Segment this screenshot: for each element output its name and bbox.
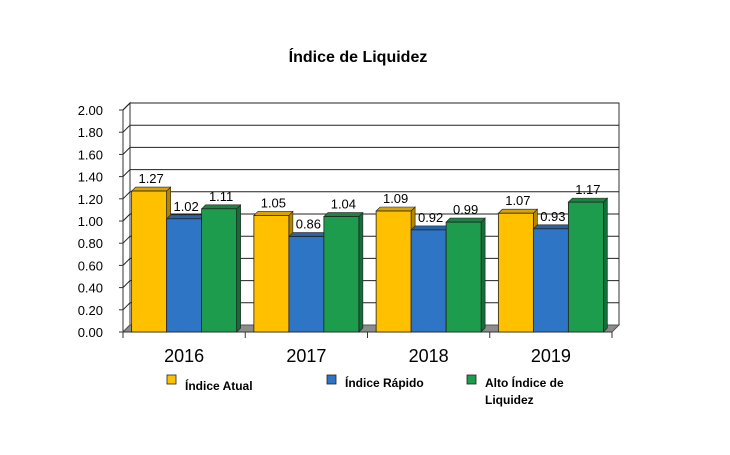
gridline: [122, 102, 619, 111]
gridline: [122, 146, 619, 155]
data-label: 0.86: [296, 217, 321, 232]
gridline: [122, 213, 619, 222]
plot-area: 0.00 0.20 0.40 0.60 0.80 1.00 1.20 1.40 1.60 1.80…: [78, 101, 621, 366]
legend-swatch: [466, 374, 477, 385]
bar-top: [200, 204, 242, 210]
x-tick-label: 2019: [531, 346, 571, 366]
data-label: 1.02: [173, 199, 198, 214]
legend-label: Índice Rápido: [345, 375, 424, 390]
y-tick-label: 1.80: [78, 125, 103, 140]
gridline: [122, 124, 619, 133]
bar: [201, 208, 238, 333]
data-label: 1.07: [505, 193, 530, 208]
bar-top: [375, 206, 416, 212]
y-tick-label: 2.00: [78, 103, 103, 118]
bar: [410, 229, 447, 333]
legend-label: Índice Atual: [185, 378, 253, 393]
x-tick-label: 2017: [286, 346, 326, 366]
bar-top: [567, 197, 609, 203]
bar-side: [358, 211, 364, 333]
chart-title: Índice de Liquidez: [289, 47, 428, 66]
bar: [131, 190, 168, 333]
bar-top: [410, 225, 451, 231]
gridline: [122, 191, 619, 200]
bar-top: [130, 186, 172, 192]
bar-top: [288, 232, 329, 237]
bar: [567, 201, 604, 333]
legend-label: Alto Índice de: [485, 375, 564, 390]
bar: [166, 218, 203, 333]
legend: Índice Atual Índice Rápido Alto Índice de L…: [166, 374, 564, 407]
data-label: 1.05: [261, 195, 286, 210]
gridline: [122, 169, 619, 177]
bar-top: [445, 217, 486, 223]
data-label: 1.17: [575, 182, 600, 197]
bar: [375, 210, 412, 333]
bar-top: [497, 208, 539, 214]
y-tick-label: 1.60: [78, 147, 103, 162]
x-tick-label: 2016: [164, 346, 204, 366]
y-tick-label: 0.80: [78, 236, 103, 251]
y-tick-label: 0.40: [78, 281, 103, 296]
bar-side: [236, 204, 241, 333]
y-tick-label: 1.00: [78, 214, 103, 229]
y-tick-label: 1.40: [78, 170, 103, 185]
bar: [253, 215, 290, 333]
bar-top: [532, 224, 574, 230]
bar-side: [603, 197, 608, 333]
data-label: 0.93: [540, 209, 565, 224]
bar-top: [253, 211, 294, 216]
legend-swatch: [166, 374, 177, 385]
data-label: 1.11: [209, 189, 233, 204]
bar: [445, 221, 482, 333]
bar: [497, 212, 534, 333]
bar: [288, 236, 325, 333]
x-tick-label: 2018: [409, 346, 449, 366]
legend-label: Liquidez: [485, 393, 534, 407]
bar: [532, 228, 569, 333]
data-label: 0.92: [418, 210, 443, 225]
y-tick-label: 1.20: [78, 192, 103, 207]
y-tick-label: 0.00: [78, 325, 103, 340]
data-label: 1.09: [383, 191, 408, 206]
y-tick-label: 0.60: [78, 258, 103, 273]
data-label: 1.27: [138, 171, 163, 186]
bar-side: [480, 217, 486, 333]
data-label: 0.99: [453, 202, 478, 217]
data-label: 1.04: [331, 197, 356, 212]
bar-top: [323, 212, 364, 217]
legend-swatch: [326, 374, 337, 385]
bar: [323, 216, 360, 333]
y-tick-label: 0.20: [78, 303, 103, 318]
bar-top: [165, 214, 207, 220]
